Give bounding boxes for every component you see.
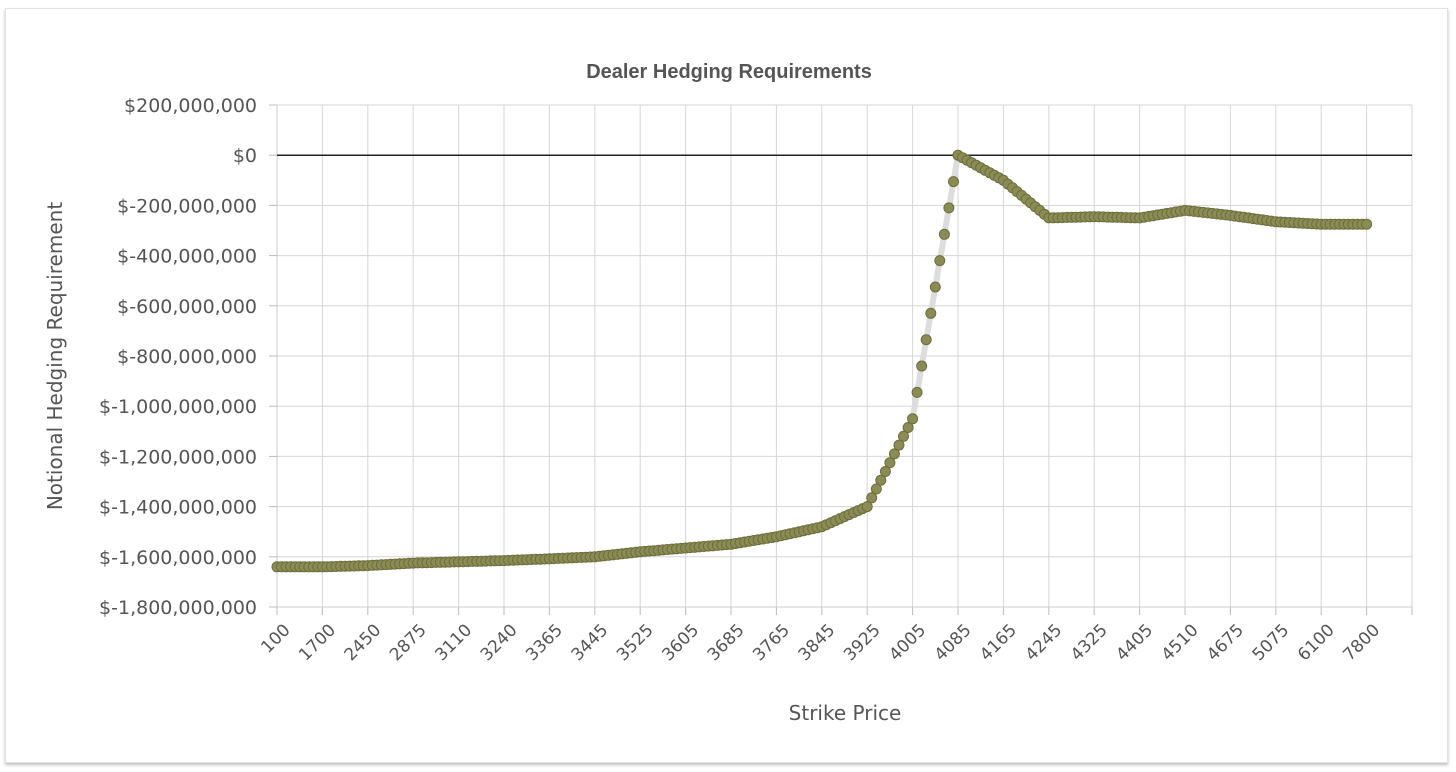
x-tick-label: 2450 <box>341 620 386 665</box>
data-point <box>1361 218 1373 230</box>
x-tick-labels: 100 1700 2450 2875 3110 3240 3365 3445 3525 3605 3… <box>257 620 1384 665</box>
data-point <box>875 474 887 486</box>
data-point <box>938 228 950 240</box>
data-point <box>916 360 928 372</box>
x-tick-label: 4165 <box>976 620 1021 665</box>
y-tick-label: $-1,000,000,000 <box>99 396 257 418</box>
x-tick-label: 3765 <box>749 620 794 665</box>
x-tick-label: 3525 <box>613 620 658 665</box>
data-point <box>861 501 873 513</box>
x-tick-label: 3445 <box>568 620 613 665</box>
x-tick-label: 4245 <box>1022 620 1067 665</box>
y-tick-labels: $200,000,000 $0 $-200,000,000 $-400,000,000… <box>99 95 257 619</box>
data-point <box>870 483 882 495</box>
x-tick-label: 4005 <box>885 620 930 665</box>
x-tick-label: 4510 <box>1158 620 1203 665</box>
y-tick-label: $-1,200,000,000 <box>99 446 257 468</box>
x-tick-label: 4675 <box>1203 620 1248 665</box>
y-tick-label: $-1,400,000,000 <box>99 497 257 519</box>
chart-card <box>5 8 1448 763</box>
data-point <box>888 448 900 460</box>
data-point <box>884 457 896 469</box>
data-point <box>943 202 955 214</box>
x-axis-label: Strike Price <box>789 701 902 725</box>
x-tick-label: 3110 <box>431 620 476 665</box>
grid <box>269 104 1413 615</box>
data-point <box>911 386 923 398</box>
x-tick-label: 3845 <box>795 620 840 665</box>
x-tick-label: 4325 <box>1067 620 1112 665</box>
data-point <box>879 466 891 477</box>
data-point <box>866 492 878 504</box>
data-point <box>893 439 905 451</box>
chart-title: Dealer Hedging Requirements <box>586 61 872 83</box>
y-tick-label: $-800,000,000 <box>117 346 257 368</box>
y-axis-label: Notional Hedging Requirement <box>43 202 67 510</box>
y-tick-label: $200,000,000 <box>124 95 257 117</box>
data-point <box>902 422 914 433</box>
y-tick-label: $-1,600,000,000 <box>99 547 257 569</box>
data-point <box>920 334 932 346</box>
x-tick-label: 6100 <box>1294 620 1339 665</box>
x-tick-label: 100 <box>257 620 294 657</box>
data-point <box>934 255 946 267</box>
x-tick-label: 4085 <box>931 620 976 665</box>
x-tick-label: 7800 <box>1339 620 1384 665</box>
data-point <box>907 413 919 425</box>
y-tick-label: $-1,800,000,000 <box>99 597 257 619</box>
x-tick-label: 5075 <box>1249 620 1294 665</box>
x-tick-label: 3240 <box>477 620 522 665</box>
data-point <box>898 430 909 442</box>
x-tick-label: 3605 <box>658 620 703 665</box>
data-point <box>948 176 959 188</box>
x-tick-label: 3365 <box>522 620 567 665</box>
data-points <box>271 149 1373 573</box>
y-tick-label: $-600,000,000 <box>117 296 257 318</box>
x-tick-label: 4405 <box>1112 620 1157 665</box>
y-tick-label: $-200,000,000 <box>117 195 257 217</box>
x-tick-label: 2875 <box>386 620 431 665</box>
x-tick-label: 3925 <box>840 620 885 665</box>
data-point <box>925 307 937 319</box>
y-tick-label: $0 <box>233 145 257 167</box>
x-tick-label: 1700 <box>295 620 340 665</box>
x-tick-label: 3685 <box>704 620 749 665</box>
data-point <box>929 281 941 293</box>
y-tick-label: $-400,000,000 <box>117 246 257 268</box>
